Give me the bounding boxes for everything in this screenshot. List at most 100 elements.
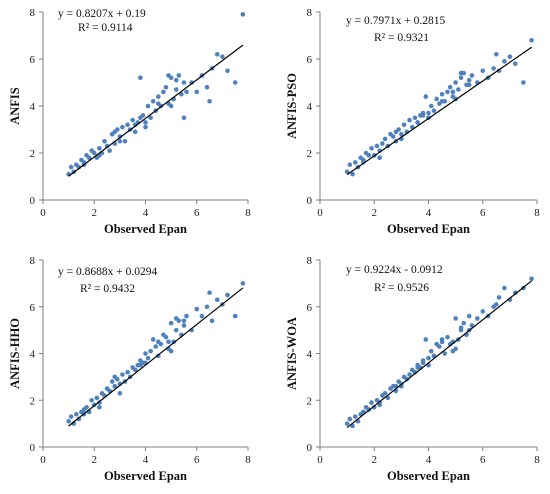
data-point bbox=[94, 395, 100, 401]
y-tick-label: 2 bbox=[30, 395, 36, 407]
data-point bbox=[166, 339, 171, 345]
data-point bbox=[156, 94, 161, 99]
data-point bbox=[143, 120, 148, 125]
data-point bbox=[68, 414, 74, 419]
data-point bbox=[173, 327, 179, 333]
regression-equation: y = 0.8688x + 0.0294 bbox=[58, 266, 157, 278]
data-point bbox=[232, 313, 238, 319]
data-point bbox=[450, 89, 456, 95]
data-point bbox=[480, 309, 486, 314]
data-point bbox=[68, 164, 74, 170]
data-point bbox=[214, 52, 220, 57]
data-point bbox=[453, 346, 458, 352]
data-point bbox=[176, 73, 182, 78]
x-tick-label: 4 bbox=[143, 454, 149, 466]
data-point bbox=[347, 162, 353, 168]
data-point bbox=[415, 120, 420, 125]
data-point bbox=[502, 285, 507, 291]
data-point bbox=[76, 416, 82, 422]
data-point bbox=[475, 316, 480, 321]
data-point bbox=[194, 89, 200, 95]
data-point bbox=[158, 341, 164, 347]
trendline bbox=[346, 280, 532, 429]
data-point bbox=[173, 87, 179, 92]
data-point bbox=[439, 337, 445, 342]
data-point bbox=[529, 276, 534, 282]
data-point bbox=[204, 84, 210, 90]
data-point bbox=[84, 404, 89, 410]
data-point bbox=[437, 344, 442, 349]
scatter-panel-1: 0 2 4 6 8 0 2 4 6 8 Observed Epan ANFIS y = 0.8207x … bbox=[8, 7, 251, 236]
x-tick-label: 8 bbox=[534, 207, 540, 219]
data-point bbox=[150, 99, 156, 104]
y-tick-label: 6 bbox=[30, 302, 36, 314]
data-point bbox=[74, 411, 79, 417]
x-tick-label: 2 bbox=[92, 454, 98, 466]
data-point bbox=[390, 134, 396, 139]
data-point bbox=[412, 115, 418, 121]
data-point bbox=[220, 54, 225, 59]
data-point bbox=[204, 304, 210, 310]
y-tick-label: 6 bbox=[307, 302, 313, 314]
y-tick-label: 4 bbox=[307, 101, 313, 113]
data-point bbox=[442, 351, 448, 356]
trendline bbox=[68, 287, 244, 427]
data-point bbox=[148, 348, 153, 354]
data-point bbox=[120, 372, 125, 377]
trendline bbox=[346, 46, 532, 176]
data-point bbox=[140, 113, 146, 118]
y-tick-label: 8 bbox=[30, 255, 36, 267]
data-point bbox=[117, 138, 123, 144]
x-tick-label: 0 bbox=[317, 207, 323, 219]
data-point bbox=[352, 160, 358, 165]
data-point bbox=[117, 390, 123, 396]
data-point bbox=[184, 313, 189, 319]
x-tick-label: 0 bbox=[40, 454, 46, 466]
data-point bbox=[207, 99, 212, 104]
data-point bbox=[439, 91, 445, 97]
data-point bbox=[453, 80, 458, 85]
data-point bbox=[232, 80, 238, 85]
y-tick-label: 6 bbox=[30, 54, 36, 66]
data-point bbox=[434, 96, 439, 102]
data-point bbox=[494, 302, 499, 307]
data-point bbox=[513, 61, 518, 66]
y-axis-label: ANFIS bbox=[8, 87, 22, 125]
y-tick-label: 4 bbox=[307, 349, 313, 361]
data-point bbox=[97, 146, 102, 151]
data-point bbox=[138, 362, 143, 368]
x-tick-label: 4 bbox=[426, 207, 432, 219]
data-point bbox=[112, 129, 118, 135]
data-point bbox=[181, 80, 187, 85]
y-axis-label: ANFIS-HHO bbox=[8, 318, 22, 389]
data-point bbox=[120, 124, 125, 130]
data-point bbox=[130, 117, 135, 123]
data-point bbox=[445, 89, 450, 95]
x-axis-label: Observed Epan bbox=[104, 469, 187, 483]
data-point bbox=[423, 337, 429, 342]
x-tick-label: 2 bbox=[372, 207, 378, 219]
y-axis-label: ANFIS-WOA bbox=[285, 317, 299, 390]
data-point bbox=[344, 169, 350, 175]
data-point bbox=[377, 155, 382, 160]
x-axis-label: Observed Epan bbox=[387, 222, 470, 236]
data-point bbox=[184, 89, 189, 95]
data-point bbox=[89, 397, 94, 403]
y-tick-label: 2 bbox=[30, 148, 36, 160]
data-point bbox=[458, 75, 464, 81]
x-tick-label: 2 bbox=[92, 207, 98, 219]
data-point bbox=[163, 334, 169, 340]
scatter-panel-4: 0 2 4 6 8 0 2 4 6 8 Observed Epan ANFIS-WOA y = 0.92… bbox=[285, 255, 540, 483]
x-tick-label: 8 bbox=[534, 454, 540, 466]
r-squared-label: R² = 0.9114 bbox=[78, 22, 133, 34]
data-point bbox=[207, 290, 212, 296]
x-axis-label: Observed Epan bbox=[104, 222, 187, 236]
trendline bbox=[68, 44, 244, 177]
data-point bbox=[168, 320, 174, 326]
data-point bbox=[445, 334, 450, 340]
data-point bbox=[447, 84, 453, 90]
data-point bbox=[132, 367, 138, 373]
scatter-panel-2: 0 2 4 6 8 0 2 4 6 8 Observed Epan ANFIS-PSO y = 0.79… bbox=[285, 7, 540, 236]
data-point bbox=[148, 115, 153, 121]
data-point bbox=[109, 379, 115, 384]
